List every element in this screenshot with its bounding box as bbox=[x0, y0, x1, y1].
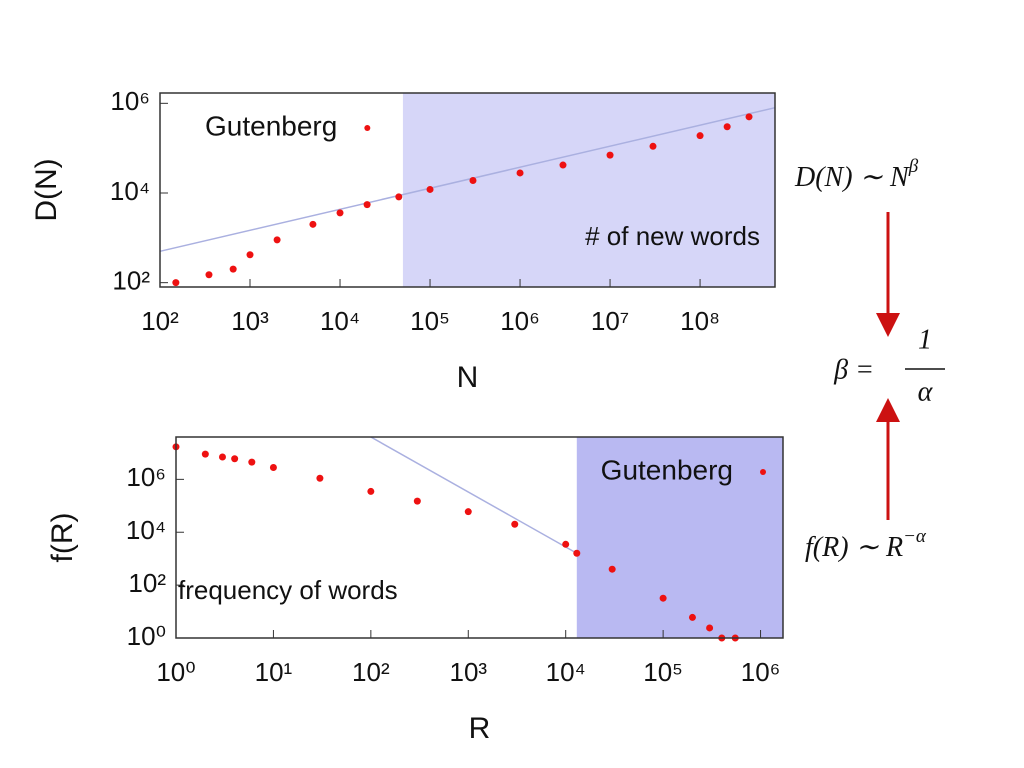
x-tick-label: 10⁷ bbox=[591, 306, 629, 336]
data-point bbox=[395, 193, 403, 201]
x-axis-label: N bbox=[457, 361, 479, 394]
data-point bbox=[367, 487, 375, 495]
data-point bbox=[246, 251, 254, 259]
data-point bbox=[706, 624, 714, 632]
data-point bbox=[649, 142, 657, 150]
zipf-formula: f(R) ∼ R−α bbox=[805, 526, 927, 563]
relation-lhs: β = bbox=[833, 354, 874, 385]
data-point bbox=[469, 176, 477, 184]
formula-exponent: β bbox=[908, 156, 919, 177]
x-tick-label: 10⁴ bbox=[320, 306, 360, 336]
y-tick-label: 10⁰ bbox=[127, 621, 166, 651]
legend-marker bbox=[760, 469, 766, 475]
data-point bbox=[316, 474, 324, 482]
data-point bbox=[269, 464, 277, 472]
data-point bbox=[248, 458, 256, 466]
data-point bbox=[172, 279, 180, 287]
plot-frame bbox=[175, 436, 784, 639]
x-tick-label: 10⁴ bbox=[546, 657, 586, 687]
data-point bbox=[413, 497, 421, 505]
x-tick-label: 10³ bbox=[449, 657, 487, 687]
data-point bbox=[218, 453, 226, 461]
formula-base: D(N) ∼ N bbox=[794, 162, 910, 193]
fraction-denominator: α bbox=[918, 376, 934, 407]
data-point bbox=[688, 613, 696, 621]
data-point bbox=[229, 265, 237, 273]
x-axis-label: R bbox=[469, 712, 491, 745]
fit-line bbox=[370, 436, 578, 554]
y-tick-label: 10⁶ bbox=[110, 86, 150, 116]
data-point bbox=[309, 220, 317, 228]
x-tick-label: 10⁸ bbox=[680, 306, 720, 336]
data-point bbox=[511, 520, 519, 528]
y-tick-label: 10² bbox=[112, 266, 150, 296]
data-point bbox=[696, 132, 704, 140]
y-axis-label: D(N) bbox=[30, 158, 63, 221]
data-point bbox=[559, 161, 567, 169]
legend-marker bbox=[364, 125, 371, 131]
data-point bbox=[201, 450, 209, 458]
x-tick-label: 10² bbox=[141, 306, 179, 336]
data-point bbox=[426, 185, 434, 193]
y-tick-label: 10⁶ bbox=[126, 462, 166, 492]
fraction-numerator: 1 bbox=[918, 324, 932, 355]
y-tick-label: 10⁴ bbox=[126, 515, 166, 545]
x-tick-label: 10⁶ bbox=[741, 657, 781, 687]
shaded-region bbox=[402, 93, 775, 287]
plot-frame bbox=[159, 92, 776, 288]
annotation: frequency of words bbox=[178, 575, 398, 605]
shaded-region bbox=[576, 437, 783, 638]
x-tick-label: 10¹ bbox=[255, 657, 293, 687]
data-point bbox=[723, 123, 731, 131]
data-point bbox=[231, 455, 239, 463]
legend-label: Gutenberg bbox=[601, 454, 733, 485]
data-point bbox=[659, 594, 667, 602]
annotation: # of new words bbox=[585, 221, 760, 251]
data-point bbox=[745, 113, 753, 121]
data-point bbox=[336, 209, 344, 217]
y-axis-label: f(R) bbox=[46, 513, 79, 563]
data-point bbox=[205, 271, 213, 279]
data-point bbox=[516, 169, 524, 177]
legend-label: Gutenberg bbox=[205, 110, 337, 141]
heaps-formula: D(N) ∼ Nβ bbox=[794, 156, 919, 193]
x-tick-label: 10⁰ bbox=[156, 657, 195, 687]
x-tick-label: 10⁶ bbox=[500, 306, 540, 336]
formula-base: f(R) ∼ R bbox=[805, 532, 903, 563]
formula-exponent: −α bbox=[903, 526, 927, 547]
data-point bbox=[363, 201, 371, 209]
x-tick-label: 10² bbox=[352, 657, 390, 687]
data-point bbox=[608, 565, 616, 573]
data-point bbox=[606, 151, 614, 159]
data-point bbox=[464, 508, 472, 516]
x-tick-label: 10⁵ bbox=[643, 657, 683, 687]
y-tick-label: 10² bbox=[128, 568, 166, 598]
data-point bbox=[573, 549, 581, 557]
x-tick-label: 10⁵ bbox=[410, 306, 450, 336]
x-tick-label: 10³ bbox=[231, 306, 269, 336]
y-tick-label: 10⁴ bbox=[110, 176, 150, 206]
data-point bbox=[273, 236, 281, 244]
fit-line bbox=[159, 106, 776, 253]
data-point bbox=[562, 540, 570, 548]
